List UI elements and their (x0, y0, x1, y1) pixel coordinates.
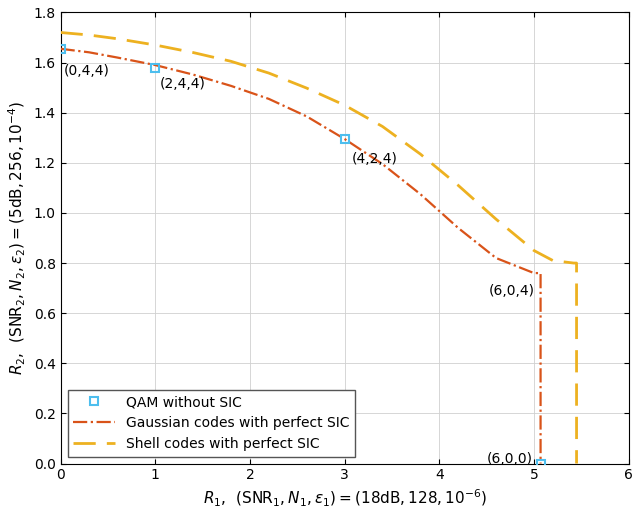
Y-axis label: $R_2$,  $(\mathrm{SNR}_2, N_2, \epsilon_2) = (5\mathrm{dB}, 256, 10^{-4})$: $R_2$, $(\mathrm{SNR}_2, N_2, \epsilon_2… (7, 101, 28, 375)
Legend: QAM without SIC, Gaussian codes with perfect SIC, Shell codes with perfect SIC: QAM without SIC, Gaussian codes with per… (68, 390, 355, 457)
Text: (6,0,0): (6,0,0) (486, 452, 532, 466)
X-axis label: $R_1$,  $(\mathrm{SNR}_1, N_1, \epsilon_1) = (18\mathrm{dB}, 128, 10^{-6})$: $R_1$, $(\mathrm{SNR}_1, N_1, \epsilon_1… (203, 488, 486, 509)
Text: (2,4,4): (2,4,4) (160, 77, 206, 91)
Text: (6,0,4): (6,0,4) (488, 284, 534, 298)
Text: (4,2,4): (4,2,4) (352, 152, 398, 166)
Text: (0,4,4): (0,4,4) (63, 64, 109, 78)
